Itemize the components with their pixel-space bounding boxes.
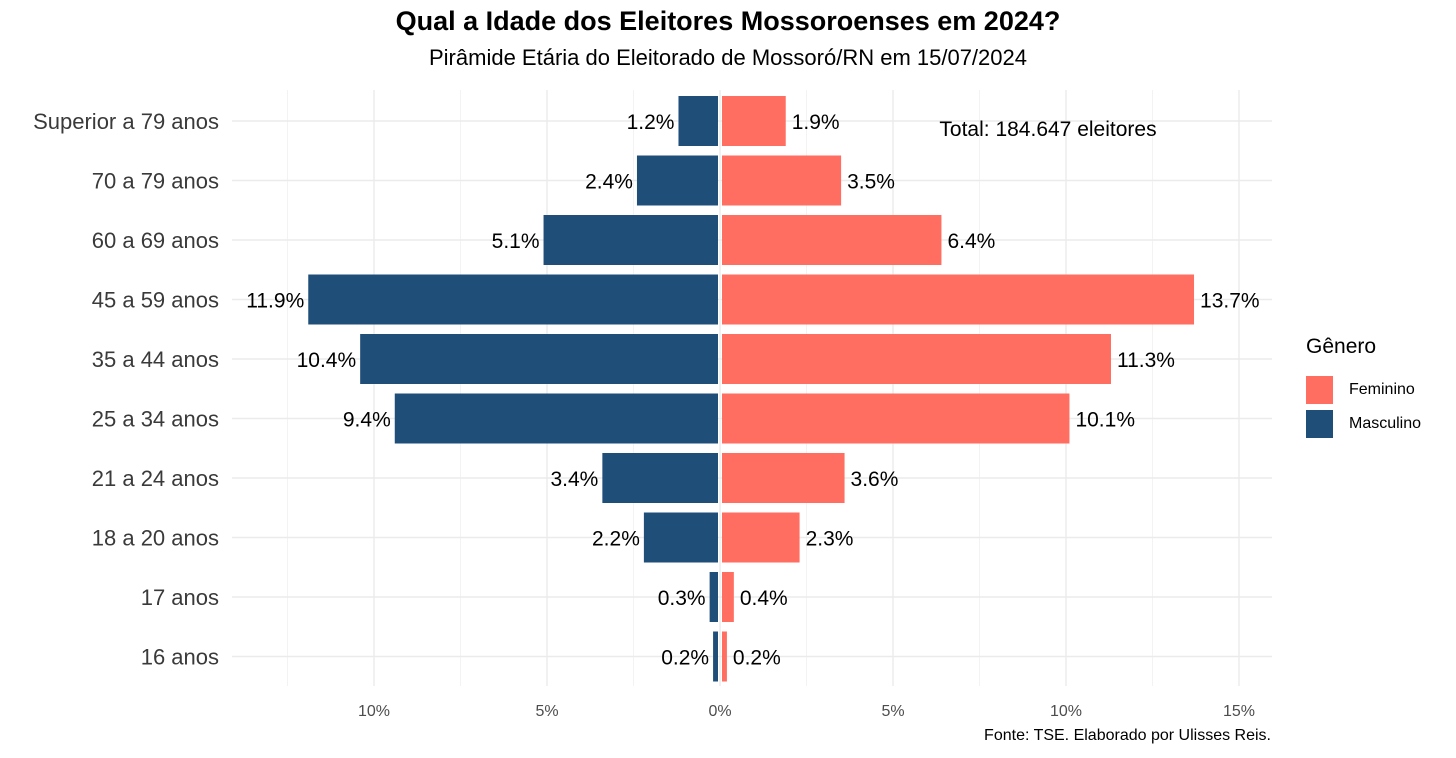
x-tick-label: 5% [881,703,904,720]
category-tick-label: 18 a 20 anos [92,526,219,551]
data-label-feminino: 2.3% [806,528,854,551]
bar-masculino [713,631,718,682]
legend-label-feminino: Feminino [1349,381,1415,398]
legend-title: Gênero [1306,335,1377,358]
chart-title: Qual a Idade dos Eleitores Mossoroenses … [395,6,1061,36]
chart-caption: Fonte: TSE. Elaborado por Ulisses Reis. [984,727,1271,744]
legend: Gênero Feminino Masculino [1306,335,1421,441]
bar-masculino [643,512,718,563]
bar-feminino [722,155,842,206]
legend-item-masculino: Masculino [1306,407,1421,441]
category-tick-label: 17 anos [141,585,219,610]
bar-masculino [602,453,718,503]
x-tick-label: 5% [535,703,558,720]
category-tick-label: 70 a 79 anos [92,169,219,194]
data-label-feminino: 3.5% [847,171,895,194]
data-label-feminino: 0.4% [740,587,788,610]
data-label-feminino: 6.4% [947,230,995,253]
bar-masculino [308,274,718,325]
bar-feminino [722,393,1070,444]
legend-label-masculino: Masculino [1349,415,1422,432]
data-label-feminino: 3.6% [851,468,899,491]
category-tick-label: 35 a 44 anos [92,347,219,372]
category-tick-label: 45 a 59 anos [92,288,219,313]
data-label-masculino: 1.2% [627,111,675,134]
category-tick-label: 21 a 24 anos [92,466,219,491]
bar-masculino [636,155,718,206]
legend-swatch-feminino [1306,376,1333,404]
category-tick-label: 16 anos [141,645,219,670]
bar-feminino [722,572,734,622]
bar-feminino [722,512,800,563]
bar-feminino [722,96,786,146]
x-tick-label: 10% [358,703,390,720]
data-label-masculino: 10.4% [297,349,357,372]
data-label-masculino: 9.4% [343,409,391,432]
bar-masculino [709,572,718,622]
bar-feminino [722,453,845,503]
data-label-masculino: 2.2% [592,528,640,551]
legend-item-feminino: Feminino [1306,373,1421,407]
data-label-masculino: 0.2% [661,647,709,670]
data-label-masculino: 11.9% [246,290,304,313]
bar-feminino [722,631,727,682]
bar-feminino [722,334,1111,384]
data-label-feminino: 10.1% [1075,409,1135,432]
data-label-masculino: 0.3% [658,587,706,610]
data-label-feminino: 13.7% [1200,290,1260,313]
legend-swatch-masculino [1306,410,1333,438]
x-tick-label: 15% [1223,703,1255,720]
bar-masculino [543,215,718,265]
x-tick-label: 0% [708,703,731,720]
bar-feminino [722,215,942,265]
data-label-feminino: 11.3% [1117,349,1175,372]
data-label-feminino: 0.2% [733,647,781,670]
data-label-feminino: 1.9% [792,111,840,134]
bar-masculino [394,393,718,444]
bar-masculino [678,96,718,146]
category-tick-label: Superior a 79 anos [33,109,219,134]
total-annotation: Total: 184.647 eleitores [939,118,1156,141]
data-label-masculino: 3.4% [550,468,598,491]
bar-masculino [360,334,718,384]
x-tick-label: 10% [1050,703,1082,720]
bar-feminino [722,274,1195,325]
category-tick-label: 25 a 34 anos [92,407,219,432]
chart-subtitle: Pirâmide Etária do Eleitorado de Mossoró… [429,45,1027,70]
data-label-masculino: 5.1% [492,230,540,253]
data-label-masculino: 2.4% [585,171,633,194]
category-tick-label: 60 a 69 anos [92,228,219,253]
